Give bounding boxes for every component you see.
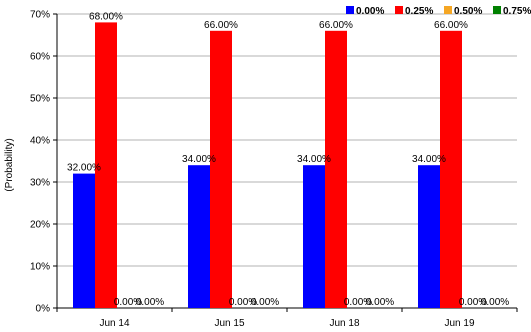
data-label: 0.00% bbox=[459, 297, 487, 308]
data-label: 34.00% bbox=[182, 154, 216, 165]
bar bbox=[325, 30, 347, 309]
data-label: 0.00% bbox=[229, 297, 257, 308]
y-tick-label: 60% bbox=[30, 52, 50, 63]
legend-swatch bbox=[346, 6, 354, 14]
data-label: 0.00% bbox=[366, 297, 394, 308]
data-label: 66.00% bbox=[434, 20, 468, 31]
bars bbox=[73, 22, 462, 309]
legend-swatch bbox=[493, 6, 501, 14]
gridlines bbox=[57, 13, 517, 267]
data-label: 66.00% bbox=[319, 20, 353, 31]
x-tick-label: Jun 14 bbox=[99, 318, 129, 329]
bar bbox=[303, 165, 325, 308]
bar bbox=[188, 165, 210, 308]
bar bbox=[418, 165, 440, 308]
data-label: 0.00% bbox=[136, 297, 164, 308]
y-tick-label: 40% bbox=[30, 136, 50, 147]
legend-swatch bbox=[444, 6, 452, 14]
data-label: 34.00% bbox=[297, 154, 331, 165]
y-tick-label: 50% bbox=[30, 94, 50, 105]
y-tick-label: 10% bbox=[30, 262, 50, 273]
data-label: 0.00% bbox=[481, 297, 509, 308]
data-labels: 32.00%68.00%0.00%0.00%34.00%66.00%0.00%0… bbox=[67, 11, 509, 308]
y-tick-labels: 0% 10% 20% 30% 40% 50% 60% 70% bbox=[30, 10, 50, 315]
data-label: 32.00% bbox=[67, 163, 101, 174]
bar bbox=[440, 30, 462, 309]
x-tick-label: Jun 19 bbox=[444, 318, 474, 329]
y-tick-label: 20% bbox=[30, 220, 50, 231]
legend-label: 0.25% bbox=[405, 6, 433, 17]
x-tick-labels: Jun 14 Jun 15 Jun 18 Jun 19 bbox=[99, 318, 474, 329]
bar bbox=[95, 22, 117, 309]
bar bbox=[210, 30, 232, 309]
legend: 0.00% 0.25% 0.50% 0.75% bbox=[346, 6, 531, 17]
data-label: 66.00% bbox=[204, 20, 238, 31]
data-label: 34.00% bbox=[412, 154, 446, 165]
data-label: 0.00% bbox=[114, 297, 142, 308]
y-tick-label: 70% bbox=[30, 10, 50, 21]
bar bbox=[73, 173, 95, 308]
legend-label: 0.50% bbox=[454, 6, 482, 17]
y-axis-title: (Probability) bbox=[4, 138, 15, 191]
y-tick-label: 0% bbox=[36, 304, 51, 315]
data-label: 0.00% bbox=[344, 297, 372, 308]
data-label: 0.00% bbox=[251, 297, 279, 308]
legend-label: 0.75% bbox=[503, 6, 531, 17]
legend-swatch bbox=[395, 6, 403, 14]
x-tick-label: Jun 15 bbox=[214, 318, 244, 329]
y-tick-label: 30% bbox=[30, 178, 50, 189]
data-label: 68.00% bbox=[89, 11, 123, 22]
legend-label: 0.00% bbox=[356, 6, 384, 17]
x-tick-label: Jun 18 bbox=[329, 318, 359, 329]
